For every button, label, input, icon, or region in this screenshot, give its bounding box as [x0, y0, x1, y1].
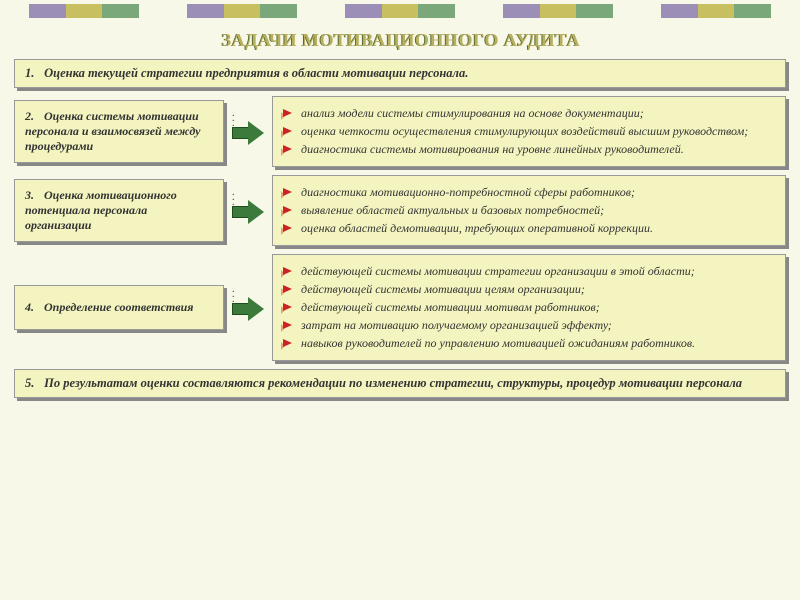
list-item: оценка областей демотивации, требующих о…: [281, 221, 775, 236]
task-3-box: 3. Оценка мотивационного потенциала перс…: [14, 179, 224, 242]
list-item: диагностика мотивационно-потребностной с…: [281, 185, 775, 200]
list-item: навыков руководителей по управлению моти…: [281, 336, 775, 351]
bullet-icon: [283, 206, 292, 214]
task-4-text: Определение соответствия: [44, 300, 193, 314]
arrow-icon: ...: [230, 293, 266, 323]
topbar-block: [29, 4, 139, 18]
topbar-block: [187, 4, 297, 18]
task-2-box: 2. Оценка системы мотивации персонала и …: [14, 100, 224, 163]
list-item: выявление областей актуальных и базовых …: [281, 203, 775, 218]
arrow-icon: ...: [230, 117, 266, 147]
bullet-icon: [283, 127, 292, 135]
page-title: ЗАДАЧИ МОТИВАЦИОННОГО АУДИТА ЗАДАЧИ МОТИ…: [0, 30, 800, 51]
task-4-details: действующей системы мотивации стратегии …: [272, 254, 786, 361]
decorative-topbar: [0, 0, 800, 22]
bullet-icon: [283, 321, 292, 329]
list-item: диагностика системы мотивирования на уро…: [281, 142, 775, 157]
task-5-box: 5. По результатам оценки составляются ре…: [14, 369, 786, 398]
list-item: действующей системы мотивации целям орга…: [281, 282, 775, 297]
list-item: затрат на мотивацию получаемому организа…: [281, 318, 775, 333]
topbar-block: [661, 4, 771, 18]
bullet-icon: [283, 109, 292, 117]
task-2-details: анализ модели системы стимулирования на …: [272, 96, 786, 167]
list-item: действующей системы мотивации стратегии …: [281, 264, 775, 279]
bullet-icon: [283, 267, 292, 275]
topbar-block: [345, 4, 455, 18]
task-2-num: 2.: [25, 109, 41, 124]
task-4-box: 4. Определение соответствия: [14, 285, 224, 330]
task-1-box: 1. Оценка текущей стратегии предприятия …: [14, 59, 786, 88]
task-1-text: Оценка текущей стратегии предприятия в о…: [44, 66, 468, 80]
topbar-block: [503, 4, 613, 18]
task-3-details: диагностика мотивационно-потребностной с…: [272, 175, 786, 246]
bullet-icon: [283, 285, 292, 293]
task-2-text: Оценка системы мотивации персонала и вза…: [25, 109, 201, 153]
task-5-text: По результатам оценки составляются реком…: [44, 376, 742, 390]
task-3-text: Оценка мотивационного потенциала персона…: [25, 188, 177, 232]
task-4-num: 4.: [25, 300, 41, 315]
task-1-num: 1.: [25, 66, 41, 81]
arrow-icon: ...: [230, 196, 266, 226]
list-item: оценка четкости осуществления стимулирую…: [281, 124, 775, 139]
bullet-icon: [283, 303, 292, 311]
task-5-num: 5.: [25, 376, 41, 391]
bullet-icon: [283, 339, 292, 347]
task-3-num: 3.: [25, 188, 41, 203]
list-item: анализ модели системы стимулирования на …: [281, 106, 775, 121]
bullet-icon: [283, 224, 292, 232]
list-item: действующей системы мотивации мотивам ра…: [281, 300, 775, 315]
bullet-icon: [283, 188, 292, 196]
bullet-icon: [283, 145, 292, 153]
